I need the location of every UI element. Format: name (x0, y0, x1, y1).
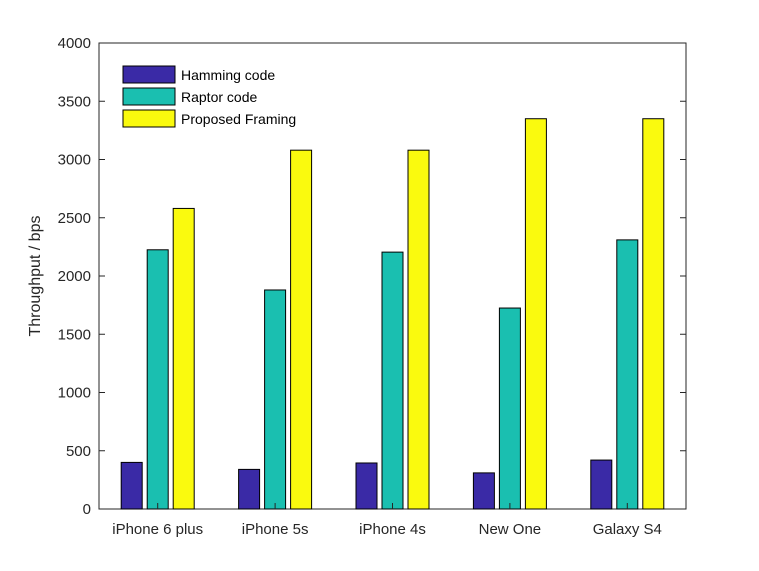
bar-proposed-framing (642, 118, 665, 510)
bar-proposed-framing (290, 149, 313, 510)
x-tick-label: iPhone 6 plus (112, 521, 203, 538)
bar-raptor-code (498, 307, 521, 510)
x-axis-ticks: iPhone 6 plus iPhone 5s iPhone 4s New One Ga… (112, 503, 662, 538)
bar-hamming-code (472, 472, 495, 510)
bar-raptor-code (381, 251, 404, 510)
y-tick-label: 0 (83, 501, 91, 518)
x-tick-label: New One (479, 521, 542, 538)
y-tick-label: 1000 (58, 385, 91, 402)
bars-group (120, 118, 665, 510)
y-axis-ticks: 0 500 1000 1500 2000 2500 3000 3500 4000 (58, 35, 686, 518)
bar-hamming-code (355, 462, 378, 510)
legend-swatch (122, 65, 176, 84)
bar-raptor-code (264, 289, 287, 510)
legend-label: Proposed Framing (181, 111, 296, 127)
bar-hamming-code (238, 468, 261, 510)
y-tick-label: 3500 (58, 93, 91, 110)
legend-label: Raptor code (181, 89, 257, 105)
y-axis-label: Throughput / bps (27, 216, 44, 337)
x-tick-label: iPhone 4s (359, 521, 426, 538)
y-tick-label: 500 (66, 443, 91, 460)
bar-raptor-code (146, 249, 169, 510)
bar-proposed-framing (172, 207, 195, 510)
y-tick-label: 2000 (58, 268, 91, 285)
legend-swatch (122, 109, 176, 128)
legend: Hamming code Raptor code Proposed Framing (112, 57, 322, 134)
bar-raptor-code (616, 239, 639, 510)
bar-hamming-code (590, 459, 613, 510)
bar-proposed-framing (524, 118, 547, 510)
bar-hamming-code (120, 461, 143, 510)
x-tick-label: Galaxy S4 (593, 521, 662, 538)
bar-proposed-framing (407, 149, 430, 510)
x-tick-label: iPhone 5s (242, 521, 309, 538)
y-tick-label: 4000 (58, 35, 91, 52)
y-tick-label: 1500 (58, 326, 91, 343)
y-tick-label: 2500 (58, 210, 91, 227)
legend-swatch (122, 87, 176, 106)
legend-label: Hamming code (181, 67, 275, 83)
y-tick-label: 3000 (58, 152, 91, 169)
